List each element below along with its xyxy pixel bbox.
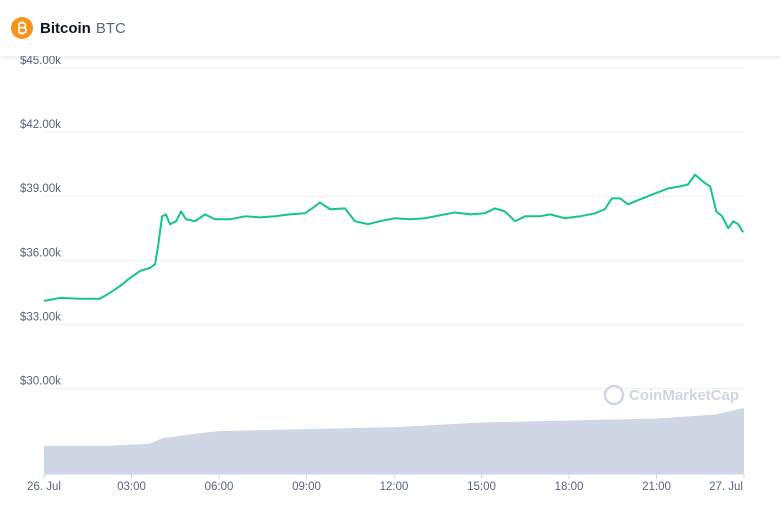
x-tick-label: 26. Jul bbox=[27, 481, 61, 493]
y-tick-label: $45.00k bbox=[20, 55, 61, 67]
y-tick-label: $39.00k bbox=[20, 183, 61, 195]
x-tick-label: 06:00 bbox=[205, 481, 234, 493]
y-tick-label: $33.00k bbox=[20, 311, 61, 323]
x-tick-label: 03:00 bbox=[117, 481, 146, 493]
volume-area bbox=[44, 408, 744, 474]
x-tick-label: 21:00 bbox=[642, 481, 671, 493]
coin-logo bbox=[11, 17, 33, 39]
x-tick-label: 18:00 bbox=[555, 481, 584, 493]
x-tick-label: 15:00 bbox=[467, 481, 496, 493]
y-tick-label: $42.00k bbox=[20, 119, 61, 131]
coin-symbol: BTC bbox=[95, 19, 126, 37]
header: Bitcoin BTC bbox=[0, 0, 780, 56]
y-tick-label: $36.00k bbox=[20, 247, 61, 259]
x-tick-label: 12:00 bbox=[380, 481, 409, 493]
y-tick-label: $30.00k bbox=[20, 376, 61, 388]
coin-name: Bitcoin bbox=[40, 19, 91, 37]
x-tick-label: 27. Jul bbox=[709, 481, 743, 493]
watermark-logo bbox=[603, 384, 625, 406]
x-tick-label: 09:00 bbox=[292, 481, 321, 493]
price-line bbox=[43, 173, 744, 302]
watermark: CoinMarketCap bbox=[629, 387, 739, 404]
